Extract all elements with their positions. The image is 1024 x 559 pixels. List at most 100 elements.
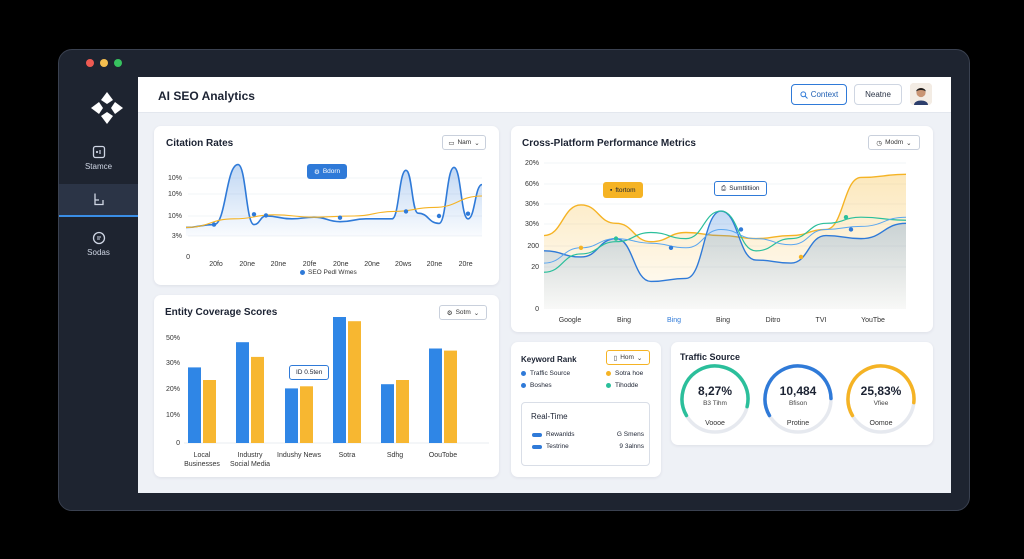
ring-value: 10,484 [779, 384, 817, 398]
minimize-dot[interactable] [100, 59, 108, 67]
keyword-dropdown[interactable]: ▯ Hom ⌄ [606, 350, 650, 365]
y-tick-label: 0 [176, 440, 180, 447]
sidebar-item-sodas[interactable]: Sodas [59, 227, 138, 260]
x-tick-label: Bing [667, 317, 681, 324]
bar[interactable] [381, 384, 394, 443]
data-point [465, 211, 471, 216]
legend-label: Traffic Source [530, 370, 571, 377]
clock-icon: ◷ [876, 139, 883, 147]
keyword-legend-item: Tihodde [606, 382, 638, 389]
context-button[interactable]: Context [791, 84, 847, 105]
ring-caption: Oomoe [869, 420, 893, 427]
x-tick-label: 20fo [209, 261, 223, 268]
data-point [337, 215, 343, 220]
y-tick-label: 0 [535, 306, 539, 313]
bar[interactable] [429, 348, 442, 444]
entity-dropdown[interactable]: ⚙ Sotm ⌄ [439, 305, 487, 320]
y-tick-label: 10% [168, 191, 182, 198]
realtime-box: Real-Time Rewanlds G Smens Testrine 9 3alnn… [521, 402, 650, 466]
chevron-down-icon: ⌄ [636, 354, 643, 362]
cross-tooltip-b: ⎙ Sumttitiion [714, 181, 767, 196]
bar[interactable] [300, 386, 313, 443]
cross-dropdown[interactable]: ◷ Modm ⌄ [868, 135, 920, 150]
neutral-button[interactable]: Neatne [854, 84, 902, 105]
realtime-marker [532, 432, 542, 437]
y-tick-label: 30% [525, 201, 539, 208]
bar[interactable] [348, 321, 361, 443]
legend-label: Boshes [530, 382, 552, 389]
sidebar-item-document[interactable] [59, 184, 138, 217]
data-point [738, 227, 744, 232]
sidebar-item-label: Sodas [87, 247, 110, 257]
citation-tooltip: ⚙ Bdorn [307, 164, 348, 179]
legend-label: Sotra hoe [615, 370, 644, 377]
page-title: AI SEO Analytics [158, 89, 255, 103]
avatar[interactable] [910, 83, 932, 105]
realtime-label: Rewanlds [546, 431, 575, 438]
series-line-seo [185, 163, 483, 229]
y-tick-label: 10% [168, 175, 182, 182]
entity-coverage-card: Entity Coverage Scores ⚙ Sotm ⌄ 50% 30% 20… [154, 295, 499, 477]
bar[interactable] [333, 317, 346, 443]
x-tick-label: 20ne [271, 261, 287, 268]
y-tick-label: 0 [186, 254, 190, 261]
chevron-down-icon: ⌄ [473, 309, 480, 317]
close-dot[interactable] [86, 59, 94, 67]
cross-tooltip-a: ▪ ftortom [603, 182, 643, 198]
maximize-dot[interactable] [114, 59, 122, 67]
square-icon: ▪ [610, 186, 613, 194]
x-tick-label: OouTobe [429, 452, 458, 459]
keyword-legend-item: Sotra hoe [606, 370, 643, 377]
realtime-value: 9 3alnns [619, 443, 644, 450]
bar[interactable] [188, 367, 201, 443]
bar[interactable] [396, 380, 409, 443]
bar[interactable] [203, 380, 216, 443]
logo-icon [91, 92, 123, 124]
ring-gauge [763, 364, 833, 434]
series-line-light-blue [543, 216, 907, 264]
y-tick-label: 20% [525, 160, 539, 167]
traffic-ring: 8,27% B3 Tihm Voooe [677, 364, 755, 442]
card-title: Traffic Source [680, 352, 741, 362]
context-button-label: Context [810, 90, 839, 99]
y-tick-label: 60% [525, 181, 539, 188]
printer-icon: ⎙ [721, 184, 727, 192]
series-area-seo [186, 164, 482, 236]
x-tick-label: Google [559, 317, 582, 324]
citation-chart: 10% 10% 10% 3% 0 20fo 20ne 20ne 20fe 20ne 20ne 20ws… [168, 163, 483, 268]
calendar-icon: ▭ [448, 139, 455, 147]
realtime-value: G Smens [616, 431, 644, 438]
share-icon [92, 145, 105, 158]
data-point [578, 245, 584, 250]
citation-rates-card: Citation Rates ▭ Nam ⌄ 10% 10% 10% 3% 0 20fo 2… [154, 126, 499, 285]
data-point [211, 222, 217, 227]
y-tick-label: 10% [166, 412, 180, 419]
entity-tooltip: ID 0.5ten [289, 365, 330, 380]
bar[interactable] [251, 356, 264, 443]
realtime-row: Rewanlds G Smens [532, 431, 644, 438]
citation-dropdown[interactable]: ▭ Nam ⌄ [442, 135, 486, 150]
document-icon [93, 193, 104, 206]
series-area-blue [544, 211, 906, 309]
search-icon [800, 90, 808, 99]
gear-icon: ⚙ [446, 309, 453, 317]
traffic-ring: 10,484 Bfison Protine [760, 364, 838, 442]
bar[interactable] [236, 342, 249, 443]
bar[interactable] [444, 350, 457, 443]
realtime-label: Testrine [546, 443, 569, 450]
x-tick-label: Ditro [766, 317, 781, 324]
bar[interactable] [285, 388, 298, 443]
realtime-marker [532, 444, 542, 449]
card-title: Keyword Rank [521, 355, 577, 364]
ring-progress [846, 364, 916, 434]
x-tick-label: Local [194, 452, 211, 459]
y-tick-label: 3% [172, 233, 182, 240]
data-point [403, 209, 409, 214]
realtime-row: Testrine 9 3alnns [532, 443, 644, 450]
sidebar-item-stamce[interactable]: Stamce [59, 141, 138, 174]
legend-marker [606, 383, 611, 388]
x-tick-label: 20ne [239, 261, 255, 268]
y-tick-label: 30% [166, 360, 180, 367]
ring-progress [763, 364, 833, 434]
ring-subtitle: Vfiee [873, 400, 889, 407]
